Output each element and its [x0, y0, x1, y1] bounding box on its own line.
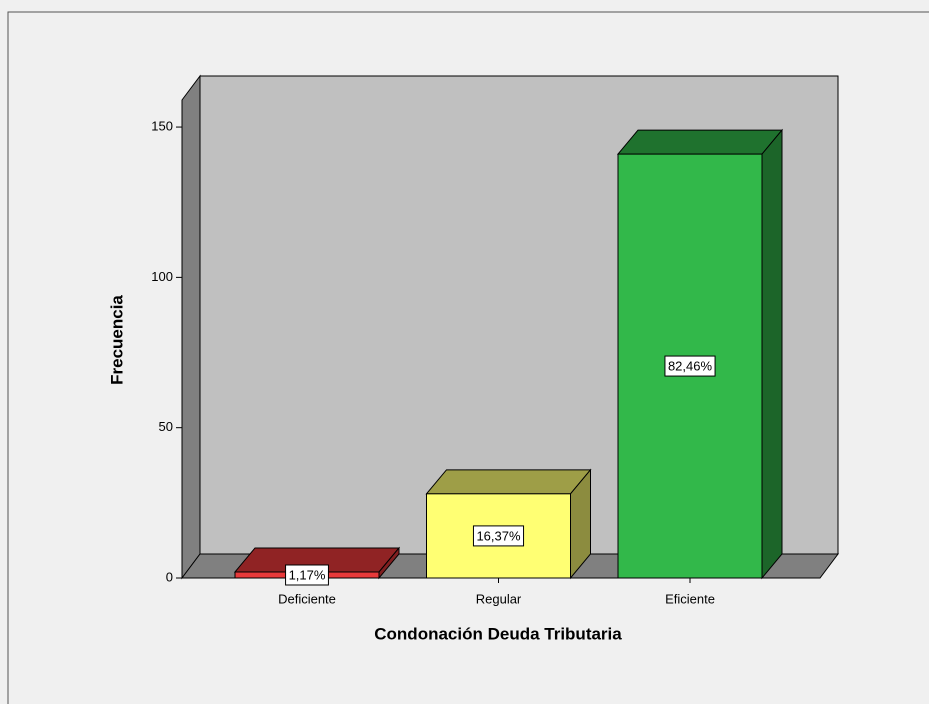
value-label: 82,46% — [668, 358, 713, 373]
bar-top — [616, 129, 784, 155]
y-tick-label: 0 — [166, 569, 173, 584]
y-tick-label: 50 — [159, 419, 173, 434]
value-label-box — [472, 525, 525, 547]
x-tick-label: Deficiente — [278, 591, 336, 606]
y-axis-title: Frecuencia — [107, 295, 126, 385]
value-label-box — [664, 355, 716, 377]
x-tick-label: Regular — [476, 591, 522, 606]
y-tick-label: 150 — [151, 118, 173, 133]
value-label-box — [285, 564, 329, 586]
x-axis-title: Condonación Deuda Tributaria — [374, 624, 622, 643]
value-label: 1,17% — [289, 567, 326, 582]
side-wall — [181, 74, 201, 580]
x-tick-label: Eficiente — [665, 591, 715, 606]
y-tick-label: 100 — [151, 269, 173, 284]
bar-side — [761, 128, 783, 580]
bar-top — [425, 469, 592, 495]
value-label: 16,37% — [476, 528, 521, 543]
